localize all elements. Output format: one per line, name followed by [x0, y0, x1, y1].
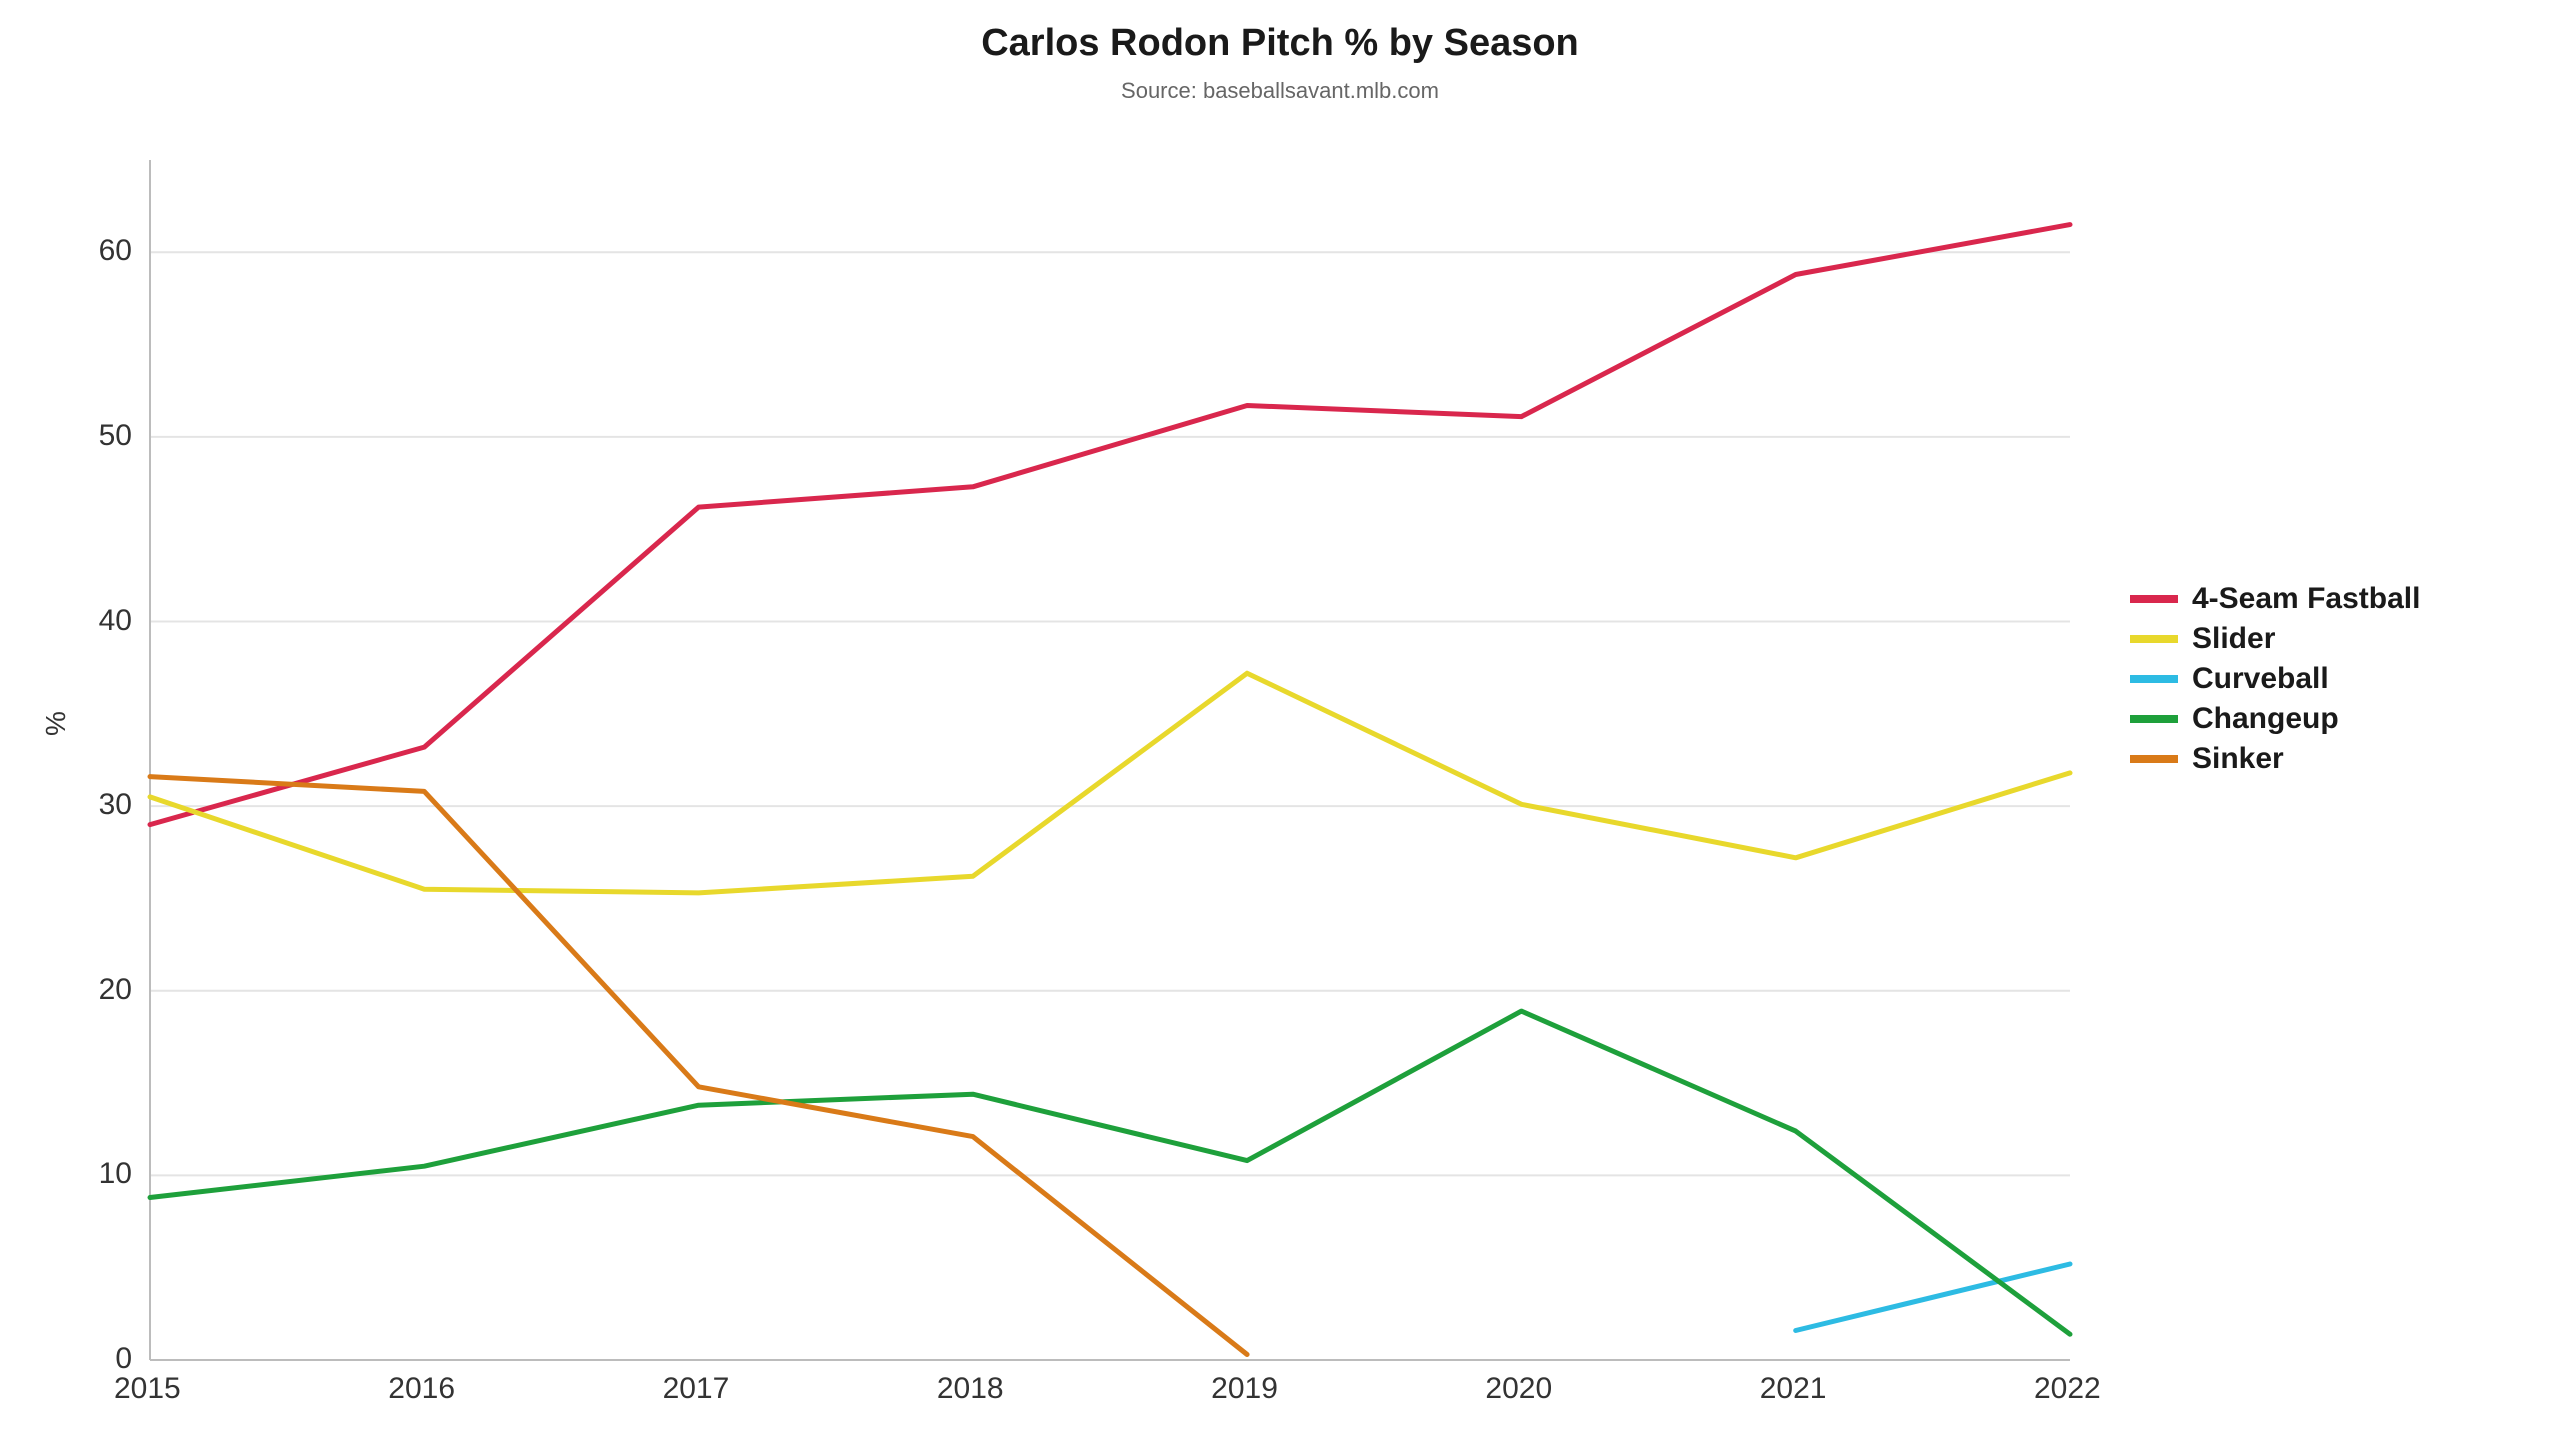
legend-item: Slider — [2130, 622, 2420, 656]
x-tick-label: 2020 — [1485, 1372, 1552, 1406]
series-line — [150, 673, 2070, 893]
y-tick-label: 60 — [99, 234, 132, 268]
x-tick-label: 2018 — [937, 1372, 1004, 1406]
legend-swatch — [2130, 675, 2178, 683]
series-line — [150, 225, 2070, 825]
series-line — [1796, 1264, 2070, 1331]
chart-container: Carlos Rodon Pitch % by Season Source: b… — [0, 0, 2560, 1440]
legend-swatch — [2130, 715, 2178, 723]
legend-label: Curveball — [2192, 662, 2329, 696]
x-tick-label: 2015 — [114, 1372, 181, 1406]
legend-label: 4-Seam Fastball — [2192, 582, 2420, 616]
legend-item: Curveball — [2130, 662, 2420, 696]
x-tick-label: 2019 — [1211, 1372, 1278, 1406]
legend-swatch — [2130, 635, 2178, 643]
legend-item: 4-Seam Fastball — [2130, 582, 2420, 616]
legend-item: Sinker — [2130, 742, 2420, 776]
legend-swatch — [2130, 595, 2178, 603]
y-tick-label: 30 — [99, 788, 132, 822]
y-tick-label: 40 — [99, 604, 132, 638]
y-tick-label: 50 — [99, 419, 132, 453]
x-tick-label: 2021 — [1760, 1372, 1827, 1406]
y-tick-label: 10 — [99, 1157, 132, 1191]
series-line — [150, 1011, 2070, 1334]
legend: 4-Seam Fastball Slider Curveball Changeup Si… — [2130, 582, 2420, 782]
legend-item: Changeup — [2130, 702, 2420, 736]
x-tick-label: 2016 — [388, 1372, 455, 1406]
x-tick-label: 2017 — [663, 1372, 730, 1406]
y-tick-label: 20 — [99, 973, 132, 1007]
legend-label: Changeup — [2192, 702, 2339, 736]
x-tick-label: 2022 — [2034, 1372, 2101, 1406]
legend-label: Slider — [2192, 622, 2275, 656]
series-line — [150, 777, 1247, 1355]
y-tick-label: 0 — [115, 1342, 132, 1376]
legend-label: Sinker — [2192, 742, 2284, 776]
legend-swatch — [2130, 755, 2178, 763]
